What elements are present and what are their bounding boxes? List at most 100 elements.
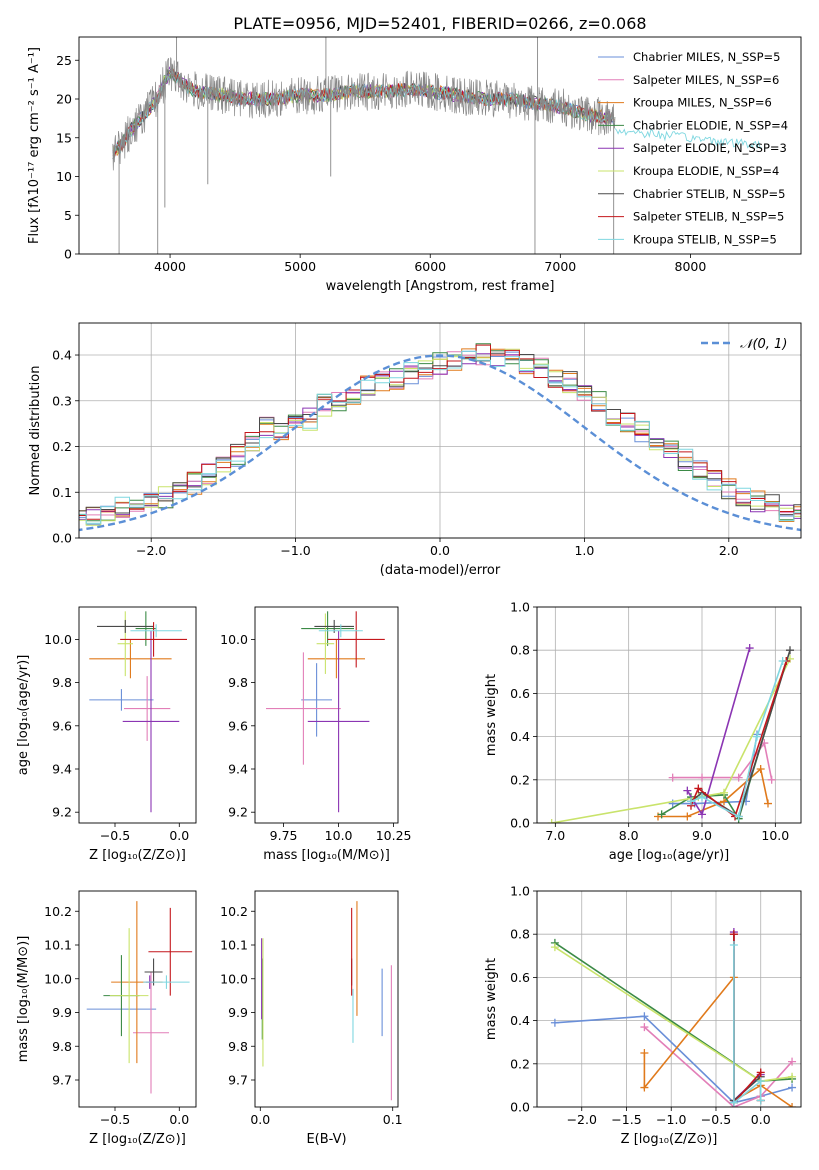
observed-spectrum — [112, 57, 616, 171]
weight-marker-7 — [756, 1068, 765, 1077]
x-tick-label: −1.5 — [611, 1112, 641, 1127]
histogram-2 — [79, 348, 801, 522]
axes-frame — [78, 36, 802, 255]
y-tick-label: 9.8 — [228, 675, 248, 690]
y-tick-label: 0 — [64, 247, 72, 262]
weight-line-1 — [643, 1026, 793, 1107]
weight-marker-5 — [720, 788, 728, 797]
weight-marker-2 — [683, 812, 692, 821]
axes-frame — [536, 890, 802, 1108]
y-tick-label: 0.4 — [510, 1013, 530, 1028]
weight-marker-5 — [550, 943, 559, 952]
panel-massweight_vs_Z: −2.0 −1.5 −1.0 −0.5 0.0 0.0 0.2 0.4 0.6 0.8 1.0 Z [… — [484, 884, 802, 1147]
x-tick-label: −0.5 — [100, 828, 130, 843]
weight-marker-8 — [729, 941, 738, 949]
weight-marker-1 — [767, 775, 776, 784]
x-axis-label: Z [log₁₀(Z/Z⊙)] — [89, 1132, 186, 1147]
x-tick-label: 9.0 — [692, 828, 712, 843]
y-axis-label: Flux [fλ10⁻¹⁷ erg cm⁻² s⁻¹ A⁻¹] — [27, 47, 42, 244]
y-tick-label: 5 — [64, 208, 72, 223]
x-axis-label: E(B-V) — [306, 1132, 346, 1147]
x-axis-label: wavelength [Angstrom, rest frame] — [326, 279, 555, 294]
weight-marker-8 — [778, 657, 787, 665]
weight-marker-1 — [788, 1057, 797, 1066]
panel-spectrum: 4000 5000 6000 7000 8000 0 5 10 15 20 25 wavelength… — [27, 36, 802, 294]
x-tick-label: 5000 — [284, 259, 316, 274]
y-tick-label: 10.2 — [220, 904, 248, 919]
y-tick-label: 9.2 — [228, 805, 248, 820]
weight-marker-0 — [788, 1083, 797, 1092]
panel-age_vs_mass: 9.75 10.0 10.25 9.2 9.4 9.6 9.8 10.0 mass [log₁₀… — [220, 606, 412, 863]
x-tick-label: 0.0 — [430, 543, 450, 558]
weight-marker-0 — [550, 1018, 559, 1027]
weight-line-4 — [733, 932, 762, 1103]
weight-marker-8 — [734, 812, 743, 821]
y-tick-label: 0.4 — [510, 729, 530, 744]
legend-label: Salpeter MILES, N_SSP=6 — [633, 73, 779, 87]
weight-marker-7 — [729, 930, 738, 939]
y-tick-label: 0.2 — [510, 772, 530, 787]
weight-marker-8 — [698, 793, 706, 802]
y-tick-label: 9.8 — [52, 1039, 72, 1054]
legend-label: Chabrier MILES, N_SSP=5 — [633, 50, 780, 64]
weight-marker-8 — [687, 797, 695, 806]
y-tick-label: 1.0 — [510, 600, 530, 615]
histogram-7 — [79, 344, 801, 520]
y-tick-label: 10 — [56, 169, 72, 184]
legend-label: Salpeter ELODIE, N_SSP=3 — [633, 141, 787, 155]
weight-marker-4 — [745, 644, 754, 653]
y-tick-label: 10.2 — [44, 904, 72, 919]
weight-marker-5 — [547, 819, 556, 823]
weight-marker-6 — [786, 646, 794, 655]
weight-marker-8 — [756, 1077, 765, 1086]
x-tick-label: −2.0 — [136, 543, 166, 558]
figure-title: PLATE=0956, MJD=52401, FIBERID=0266, z=0… — [233, 14, 646, 33]
x-axis-label: Z [log₁₀(Z/Z⊙)] — [621, 1132, 718, 1147]
panel-age_vs_Z: −0.5 0.0 9.2 9.4 9.6 9.8 10.0 Z [log₁₀(Z/Z⊙)] ag… — [16, 606, 197, 863]
y-axis-label: mass weight — [484, 958, 499, 1040]
weight-marker-1 — [734, 773, 743, 782]
x-tick-label: 4000 — [154, 259, 186, 274]
y-tick-label: 9.8 — [52, 675, 72, 690]
y-tick-label: 10.0 — [220, 971, 248, 986]
y-tick-label: 9.9 — [228, 1005, 248, 1020]
y-tick-label: 15 — [56, 130, 72, 145]
weight-marker-1 — [668, 773, 677, 782]
x-tick-label: −1.0 — [656, 1112, 686, 1127]
legend-label: Kroupa STELIB, N_SSP=5 — [633, 232, 777, 246]
x-tick-label: 7.0 — [545, 828, 565, 843]
x-tick-label: 1.0 — [574, 543, 594, 558]
weight-marker-4 — [698, 810, 706, 819]
model-spectrum-extension — [614, 128, 762, 149]
plot-area — [266, 611, 385, 813]
y-tick-label: 9.7 — [52, 1073, 72, 1088]
x-tick-label: 0.0 — [169, 828, 189, 843]
x-tick-label: 10.25 — [376, 828, 412, 843]
x-tick-label: −1.0 — [280, 543, 310, 558]
x-tick-label: 0.0 — [169, 1112, 189, 1127]
weight-marker-7 — [694, 784, 703, 793]
y-tick-label: 0.6 — [510, 686, 530, 701]
y-tick-label: 0.1 — [52, 485, 72, 500]
y-tick-label: 0.0 — [510, 816, 530, 831]
legend-label: Chabrier STELIB, N_SSP=5 — [633, 187, 785, 201]
y-tick-label: 9.9 — [52, 1005, 72, 1020]
x-tick-label: −0.5 — [100, 1112, 130, 1127]
weight-marker-3 — [657, 810, 666, 819]
histogram-0 — [79, 350, 801, 525]
weight-line-8 — [733, 945, 762, 1105]
panel-mass_vs_Z: −0.5 0.0 9.7 9.8 9.9 10.0 10.1 10.2 Z [log₁₀(Z/Z… — [16, 890, 197, 1147]
y-tick-label: 9.2 — [52, 805, 72, 820]
weight-marker-2 — [788, 1103, 797, 1107]
axes-frame — [254, 890, 399, 1108]
y-tick-label: 9.4 — [228, 762, 248, 777]
x-tick-label: 7000 — [544, 259, 576, 274]
y-tick-label: 0.4 — [52, 348, 72, 363]
y-tick-label: 9.6 — [52, 718, 72, 733]
legend-label: 𝒩(0, 1) — [740, 337, 787, 352]
y-tick-label: 10.1 — [44, 938, 72, 953]
axes-frame — [536, 606, 802, 824]
weight-line-5 — [551, 658, 791, 823]
x-tick-label: 0.1 — [383, 1112, 403, 1127]
weight-marker-5 — [788, 1072, 797, 1081]
